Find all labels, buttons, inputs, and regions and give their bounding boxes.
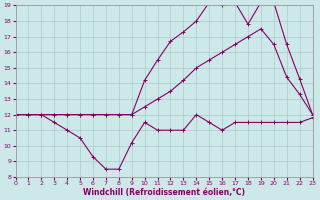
X-axis label: Windchill (Refroidissement éolien,°C): Windchill (Refroidissement éolien,°C) <box>83 188 245 197</box>
